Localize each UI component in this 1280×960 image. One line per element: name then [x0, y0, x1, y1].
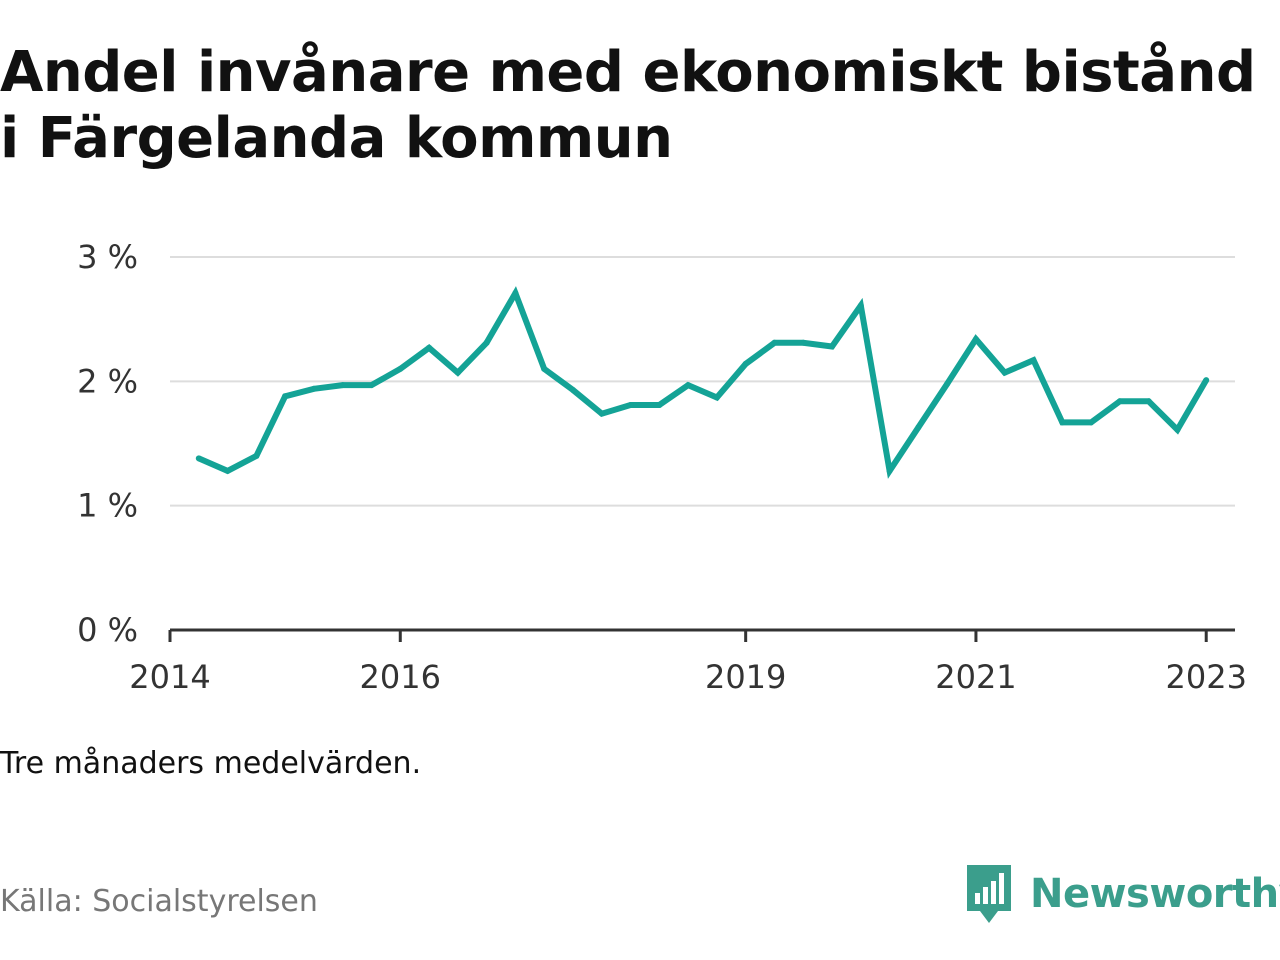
data-point: [368, 382, 375, 389]
data-point: [1001, 369, 1008, 376]
data-point: [972, 336, 979, 343]
data-point: [800, 339, 807, 346]
data-point: [1174, 426, 1181, 433]
x-axis: 2014 2016 2019 2021 2023: [129, 628, 1247, 696]
chart-note: Tre månaders medelvärden.: [0, 746, 422, 781]
data-point: [224, 467, 231, 474]
chart-title: Andel invånare med ekonomiskt bistånd i …: [0, 40, 1256, 171]
data-point: [483, 339, 490, 346]
x-tick-label: 2016: [360, 658, 441, 696]
x-tick-label: 2023: [1165, 658, 1246, 696]
data-point: [944, 380, 951, 387]
data-point: [742, 360, 749, 367]
y-axis-ticks: 0 % 1 % 2 % 3 %: [77, 238, 138, 649]
data-point: [310, 385, 317, 392]
data-point: [195, 455, 202, 462]
data-point: [426, 344, 433, 351]
data-point: [1145, 398, 1152, 405]
data-point: [915, 424, 922, 431]
data-point: [886, 467, 893, 474]
y-tick-label: 1 %: [77, 487, 138, 525]
data-point: [339, 382, 346, 389]
data-point: [512, 290, 519, 297]
x-tick-label: 2014: [129, 658, 210, 696]
data-point: [829, 343, 836, 350]
data-point: [569, 387, 576, 394]
newsworthy-logo-icon: [967, 865, 1011, 923]
data-point: [627, 401, 634, 408]
data-point: [1203, 377, 1210, 384]
data-point: [857, 302, 864, 309]
data-point: [1116, 398, 1123, 405]
data-point: [282, 393, 289, 400]
data-point: [771, 339, 778, 346]
data-point: [713, 394, 720, 401]
data-point: [1030, 357, 1037, 364]
series-layer: [195, 286, 1210, 479]
line-chart: 0 % 1 % 2 % 3 % 2014 2016 2019 2021 2023: [77, 238, 1247, 696]
source-label: Källa: Socialstyrelsen: [0, 884, 318, 919]
data-point: [253, 452, 260, 459]
data-point: [656, 401, 663, 408]
data-point: [541, 365, 548, 372]
x-tick-label: 2019: [705, 658, 786, 696]
data-point: [685, 382, 692, 389]
y-tick-label: 3 %: [77, 238, 138, 276]
data-point: [1088, 419, 1095, 426]
data-point: [1059, 419, 1066, 426]
data-point: [397, 365, 404, 372]
data-point: [454, 369, 461, 376]
y-tick-label: 2 %: [77, 362, 138, 400]
y-tick-label: 0 %: [77, 611, 138, 649]
data-point: [598, 410, 605, 417]
x-tick-label: 2021: [935, 658, 1016, 696]
brand-name: Newsworthy: [1030, 871, 1280, 917]
series-line: [197, 286, 1209, 479]
gridlines: [170, 256, 1235, 507]
brand-logo[interactable]: Newsworthy: [964, 862, 1280, 926]
